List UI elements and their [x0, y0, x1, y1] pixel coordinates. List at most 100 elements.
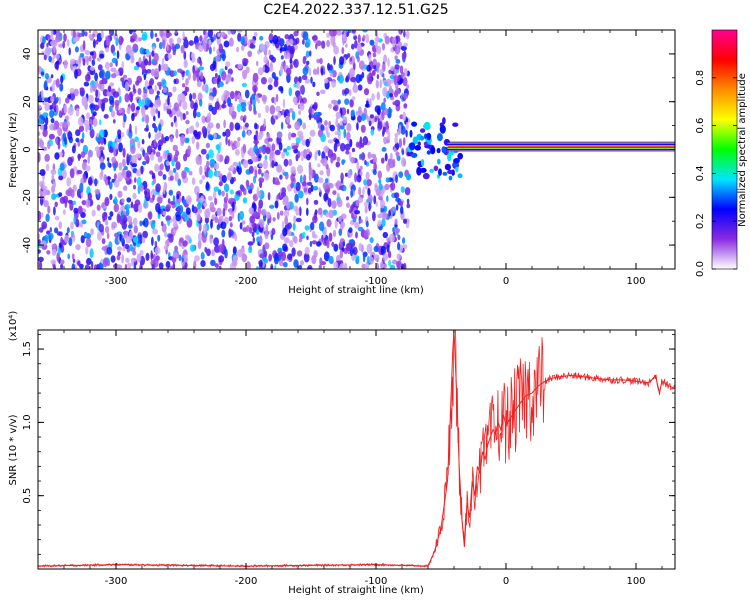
- spectrogram-cell: [259, 253, 265, 259]
- spectrogram-cell: [55, 136, 59, 145]
- spectrogram-cell: [143, 189, 148, 196]
- spectrogram-cell: [316, 40, 322, 47]
- spectrogram-cell: [328, 255, 334, 264]
- x-tick-label: -200: [235, 576, 258, 587]
- spectrogram-cell: [80, 151, 86, 159]
- spectrogram-cell: [294, 121, 301, 131]
- spectrogram-cell: [253, 86, 257, 97]
- spectrogram-cell: [55, 104, 59, 115]
- spectrogram-cell: [172, 167, 177, 174]
- spectrogram-cell: [99, 80, 104, 85]
- spectrogram-cell: [114, 99, 120, 107]
- spectrogram-cell: [123, 113, 127, 123]
- spectrogram-cell: [75, 107, 80, 117]
- spectrogram-cell: [365, 171, 370, 181]
- spectrogram-cell: [325, 212, 329, 218]
- spectrogram-cell: [320, 67, 324, 76]
- spectrogram-cell: [202, 223, 207, 234]
- spectrogram-cell: [177, 93, 181, 104]
- spectrogram-cell: [242, 143, 247, 154]
- spectrogram-cell: [89, 248, 94, 259]
- spectrogram-cell: [193, 102, 198, 111]
- spectrogram-cell: [377, 121, 383, 130]
- spectrogram-cell: [406, 203, 411, 209]
- spectrogram-cell: [242, 197, 248, 204]
- spectrogram-cell: [62, 40, 66, 49]
- spectrogram-cell: [94, 146, 100, 152]
- spectrogram-cell: [91, 261, 94, 269]
- spectrogram-cell: [178, 254, 182, 262]
- spectrogram-cell: [248, 246, 253, 253]
- spectrogram-cell: [376, 107, 381, 116]
- spectrogram-cell: [78, 116, 84, 127]
- spectrogram-cell: [346, 131, 351, 141]
- spectrogram-cell: [158, 63, 161, 72]
- spectrogram-cell: [51, 102, 57, 110]
- spectrogram-cell: [201, 204, 204, 210]
- spectrogram-cell: [258, 154, 262, 159]
- spectrogram-cell: [430, 146, 436, 155]
- spectrogram-cell: [167, 53, 172, 60]
- spectrogram-cell: [183, 59, 188, 68]
- spectrogram-cell: [295, 207, 300, 216]
- spectrogram-cell: [351, 30, 356, 34]
- spectrogram-cell: [234, 90, 239, 96]
- spectrogram-cell: [98, 262, 104, 269]
- spectrogram-cell: [316, 66, 320, 76]
- spectrogram-cell: [281, 151, 285, 159]
- spectrogram-cell: [305, 50, 310, 58]
- spectrogram-cell: [388, 159, 395, 169]
- spectrogram-cell: [314, 151, 318, 161]
- spectrogram-cell: [90, 84, 93, 94]
- spectrogram-cell: [390, 181, 396, 191]
- spectrogram-cell: [154, 240, 158, 247]
- spectrogram-cell: [100, 69, 106, 80]
- spectrogram-cell: [109, 211, 114, 217]
- spectrogram-cell: [356, 256, 360, 262]
- spectrogram-cell: [258, 177, 265, 184]
- spectrogram-cell: [412, 136, 418, 145]
- spectrogram-cell: [411, 121, 418, 127]
- spectrogram-cell: [201, 175, 206, 180]
- spectrogram-cell: [255, 266, 260, 269]
- spectrogram-cell: [252, 212, 259, 218]
- spectrogram-cell: [256, 186, 260, 195]
- spectrogram-cell: [362, 34, 366, 40]
- spectrogram-cell: [397, 234, 401, 241]
- spectrogram-cell: [350, 156, 356, 164]
- spectrogram-cell: [203, 30, 206, 35]
- spectrogram-cell: [125, 236, 132, 244]
- spectrogram-cell: [306, 235, 309, 241]
- spectrogram-cell: [128, 91, 133, 102]
- snr-series-noise: [38, 330, 675, 568]
- spectrogram-cell: [75, 59, 79, 65]
- spectrogram-cell: [185, 86, 190, 93]
- spectrogram-cell: [130, 201, 134, 209]
- spectrogram-cell: [254, 122, 258, 130]
- spectrogram-cell: [259, 259, 263, 268]
- spectrogram-cell: [262, 159, 268, 170]
- spectrogram-cell: [124, 81, 130, 92]
- spectrogram-cell: [307, 266, 312, 269]
- spectrogram-cell: [77, 32, 83, 38]
- spectrogram-cell: [360, 124, 366, 133]
- spectrogram-cell: [118, 142, 123, 153]
- spectrogram-cell: [38, 210, 42, 221]
- spectrogram-cell: [180, 134, 186, 144]
- spectrogram-cell: [100, 169, 104, 177]
- spectrogram-cell: [165, 215, 172, 221]
- spectrogram-cell: [191, 177, 196, 185]
- spectrogram-cell: [365, 100, 369, 108]
- spectrogram-cell: [180, 45, 185, 54]
- spectrogram-cell: [114, 142, 119, 150]
- spectrogram-cell: [281, 187, 287, 195]
- spectrogram-cell: [92, 85, 97, 92]
- spectrogram-cell: [333, 45, 339, 55]
- spectrogram-cell: [118, 162, 123, 171]
- spectrogram-cell: [242, 69, 248, 76]
- spectrogram-cell: [157, 170, 163, 177]
- spectrogram-cell: [108, 95, 114, 104]
- spectrogram-cell: [222, 208, 226, 217]
- spectrogram-cell: [63, 33, 67, 42]
- spectrogram-cell: [135, 80, 140, 86]
